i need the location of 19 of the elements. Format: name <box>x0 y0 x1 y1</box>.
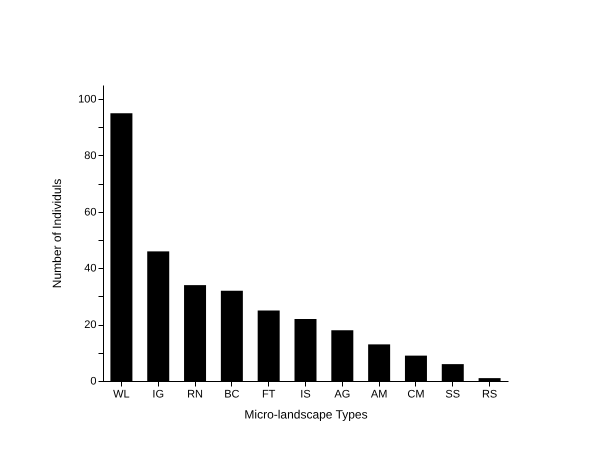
x-tick-label: SS <box>445 388 460 400</box>
y-axis-title: Number of Individuls <box>50 178 64 288</box>
y-tick-label: 0 <box>90 376 96 388</box>
x-tick-label: AM <box>370 388 388 400</box>
x-tick-label: FT <box>262 388 276 400</box>
y-tick-label: 20 <box>84 319 96 332</box>
y-tick-label: 100 <box>78 94 96 106</box>
x-tick-label: AG <box>334 388 350 400</box>
x-tick-label: IG <box>152 388 164 400</box>
x-tick-label: WL <box>113 388 130 400</box>
x-tick-label: RS <box>482 388 498 400</box>
x-tick-label: IS <box>300 388 311 400</box>
x-tick-label: BC <box>224 388 240 400</box>
y-tick-label: 40 <box>84 262 96 275</box>
y-tick-label: 80 <box>84 150 96 162</box>
x-axis-title: Micro-landscape Types <box>244 408 368 422</box>
y-tick-label: 60 <box>84 206 96 218</box>
x-tick-label: CM <box>407 388 425 400</box>
x-tick-label: RN <box>187 388 204 400</box>
